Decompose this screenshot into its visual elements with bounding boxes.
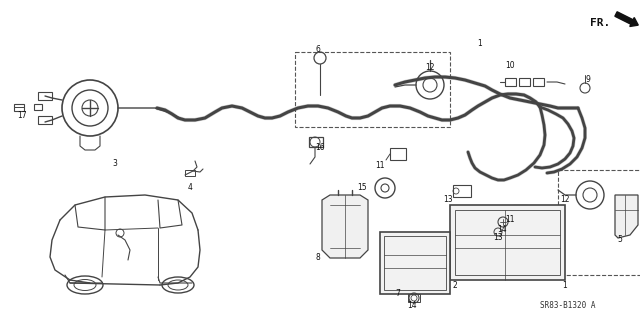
Bar	[38, 116, 52, 124]
Bar	[455, 210, 560, 275]
Text: 3: 3	[113, 159, 117, 167]
Text: 4: 4	[188, 183, 193, 192]
Text: SR83-B1320 A: SR83-B1320 A	[540, 301, 595, 310]
Bar	[519, 78, 530, 86]
Bar	[384, 236, 446, 290]
Bar	[390, 148, 406, 160]
Text: FR.: FR.	[590, 18, 611, 28]
Text: 5: 5	[618, 235, 623, 244]
Text: 12: 12	[560, 196, 570, 204]
Bar	[453, 185, 471, 197]
Text: 14: 14	[407, 300, 417, 309]
Polygon shape	[322, 195, 368, 258]
Text: 6: 6	[316, 46, 321, 55]
Text: 14: 14	[497, 226, 507, 234]
FancyArrow shape	[615, 12, 638, 26]
Text: 11: 11	[505, 216, 515, 225]
Text: 17: 17	[17, 110, 27, 120]
Text: 1: 1	[563, 280, 568, 290]
Text: 16: 16	[315, 144, 325, 152]
Polygon shape	[615, 195, 638, 238]
Bar	[505, 78, 516, 86]
Text: 10: 10	[505, 61, 515, 70]
Bar	[450, 205, 565, 280]
Text: 15: 15	[357, 183, 367, 192]
Text: 1: 1	[477, 40, 483, 48]
Text: 11: 11	[375, 160, 385, 169]
Text: 13: 13	[493, 234, 503, 242]
Text: 9: 9	[586, 76, 591, 85]
Text: 12: 12	[425, 63, 435, 72]
Bar	[14, 104, 24, 111]
Bar	[513, 205, 527, 215]
Text: 7: 7	[396, 290, 401, 299]
Bar	[309, 137, 323, 147]
Text: 8: 8	[316, 254, 321, 263]
Bar	[34, 104, 42, 110]
Bar	[558, 170, 640, 275]
Bar	[295, 52, 450, 127]
Text: 2: 2	[452, 280, 458, 290]
Bar	[380, 232, 450, 294]
Bar	[533, 78, 544, 86]
Bar	[408, 294, 420, 302]
Bar	[38, 92, 52, 100]
Text: 13: 13	[443, 196, 453, 204]
Bar	[185, 170, 195, 176]
